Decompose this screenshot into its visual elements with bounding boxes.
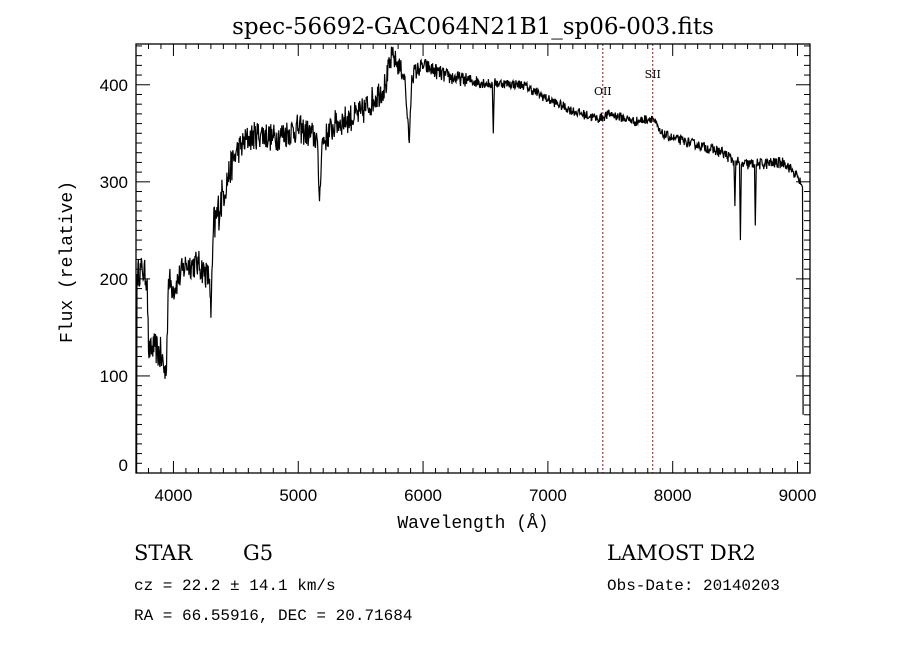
chart-title: spec-56692-GAC064N21B1_sp06-003.fits: [232, 14, 714, 40]
object-class: STAR: [134, 541, 193, 565]
object-subclass: G5: [243, 541, 273, 565]
redshift-info: cz = 22.2 ± 14.1 km/s: [134, 577, 336, 595]
x-tick-label: 4000: [155, 486, 193, 505]
y-tick-label: 400: [100, 76, 128, 95]
y-axis-label: Flux (relative): [58, 181, 78, 343]
x-tick-label: 8000: [654, 486, 692, 505]
spectrum-line: [136, 46, 804, 474]
emission-line-label: OII: [594, 85, 612, 98]
obs-date: Obs-Date: 20140203: [607, 577, 780, 595]
plot-frame: [135, 43, 811, 474]
y-tick-label: 100: [100, 367, 128, 386]
coordinates-info: RA = 66.55916, DEC = 20.71684: [134, 607, 412, 625]
y-tick-label: 0: [119, 456, 128, 475]
y-tick-label: 300: [100, 173, 128, 192]
x-tick-label: 6000: [404, 486, 442, 505]
y-tick-label: 200: [100, 270, 128, 289]
x-tick-label: 9000: [779, 486, 817, 505]
x-axis-label: Wavelength (Å): [397, 513, 548, 534]
emission-line-label: SII: [645, 68, 661, 81]
x-tick-label: 7000: [529, 486, 567, 505]
survey-name: LAMOST DR2: [607, 541, 756, 565]
x-tick-label: 5000: [279, 486, 317, 505]
